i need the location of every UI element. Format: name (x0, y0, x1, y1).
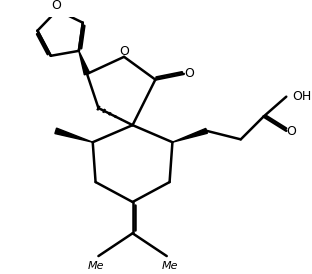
Polygon shape (79, 51, 90, 75)
Text: Me: Me (161, 261, 178, 271)
Text: O: O (51, 0, 61, 12)
Polygon shape (55, 128, 93, 142)
Text: O: O (286, 125, 296, 138)
Polygon shape (173, 129, 207, 142)
Text: O: O (184, 67, 194, 80)
Text: Me: Me (87, 261, 104, 271)
Text: OH: OH (293, 90, 312, 102)
Text: O: O (119, 45, 129, 58)
